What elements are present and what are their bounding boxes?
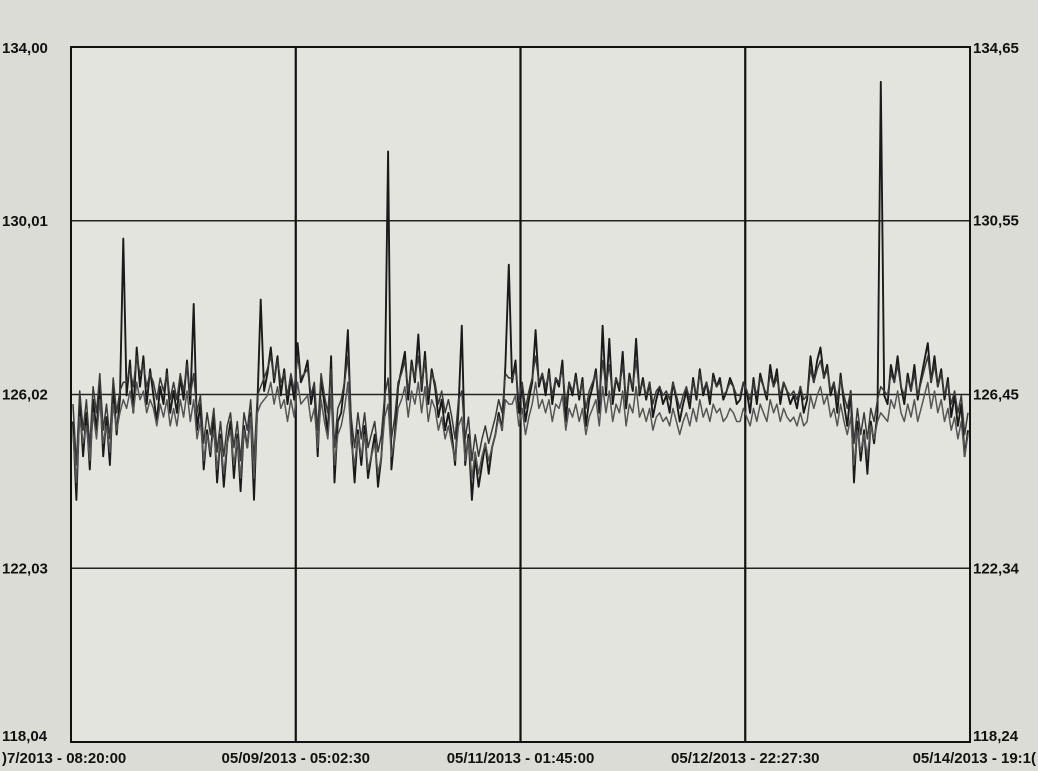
x-tick-label: )7/2013 - 08:20:00 xyxy=(2,750,126,767)
right-tick-label: 126,45 xyxy=(973,386,1019,403)
x-tick-label: 05/12/2013 - 22:27:30 xyxy=(671,750,819,767)
x-tick-label: 05/09/2013 - 05:02:30 xyxy=(222,750,370,767)
x-tick-label: 05/14/2013 - 19:1( xyxy=(913,750,1036,767)
right-tick-label: 130,55 xyxy=(973,213,1019,230)
right-tick-label: 118,24 xyxy=(973,728,1019,745)
x-axis-ticks: )7/2013 - 08:20:00 05/09/2013 - 05:02:30 0… xyxy=(2,750,1036,767)
left-axis-ticks: 134,00 130,01 126,02 122,03 118,04 xyxy=(2,40,48,745)
left-tick-label: 126,02 xyxy=(2,387,48,404)
series-line-3 xyxy=(72,381,969,484)
x-tick-label: 05/11/2013 - 01:45:00 xyxy=(447,750,595,767)
plot-frame xyxy=(70,46,971,743)
series-group xyxy=(72,80,969,501)
right-tick-label: 122,34 xyxy=(973,560,1020,577)
left-tick-label: 130,01 xyxy=(2,213,48,230)
left-tick-label: 122,03 xyxy=(2,560,48,577)
right-tick-label: 134,65 xyxy=(973,40,1019,57)
series-line-2 xyxy=(72,355,969,466)
right-axis-ticks: 134,65 130,55 126,45 122,34 118,24 xyxy=(973,40,1020,745)
left-tick-label: 118,04 xyxy=(2,728,48,745)
left-tick-label: 134,00 xyxy=(2,40,48,57)
